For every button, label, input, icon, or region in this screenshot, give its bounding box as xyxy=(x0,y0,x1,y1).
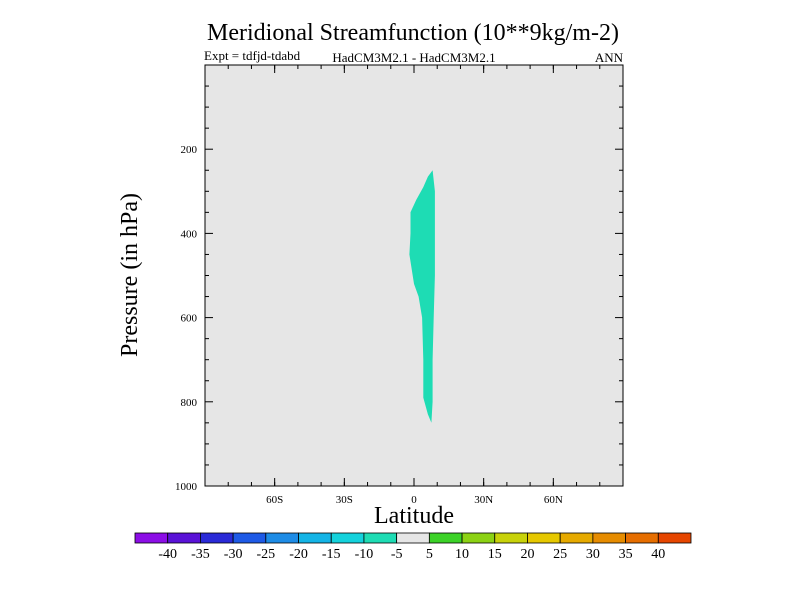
colorbar-label: -5 xyxy=(391,547,403,562)
colorbar-label: 15 xyxy=(488,547,502,562)
colorbar-swatch xyxy=(559,532,594,544)
colorbar-swatch xyxy=(330,532,365,544)
colorbar-swatch xyxy=(167,532,201,544)
x-tick-label: 0 xyxy=(411,494,417,506)
x-axis-label: Latitude xyxy=(374,503,454,529)
axis-ticks: 60S 30S 0 30N 60N 200 400 600 800 1000 xyxy=(175,65,623,506)
experiment-label: Expt = tdfjd-tdabd xyxy=(204,48,301,63)
colorbar-swatch xyxy=(298,532,332,544)
colorbar-swatch xyxy=(396,532,430,544)
colorbar-label: -25 xyxy=(256,547,275,562)
colorbar-label: -10 xyxy=(355,547,374,562)
colorbar-swatch xyxy=(527,532,561,544)
chart-title: Meridional Streamfunction (10**9kg/m-2) xyxy=(207,20,619,46)
x-tick-label: 30S xyxy=(336,494,353,506)
colorbar-label: -20 xyxy=(289,547,308,562)
colorbar-swatch xyxy=(363,532,398,544)
x-tick-label: 30N xyxy=(474,494,493,506)
x-tick-label: 60S xyxy=(266,494,283,506)
y-tick-label: 600 xyxy=(181,313,198,325)
colorbar-label: -35 xyxy=(191,547,210,562)
contour-region xyxy=(409,170,435,423)
y-tick-label: 1000 xyxy=(175,481,198,493)
colorbar-label: 40 xyxy=(651,547,665,562)
colorbar-label: -30 xyxy=(224,547,243,562)
colorbar-swatch xyxy=(232,532,267,544)
colorbar-swatch xyxy=(494,532,528,544)
y-tick-label: 400 xyxy=(181,228,198,240)
colorbar-label: -15 xyxy=(322,547,341,562)
colorbar-label: 35 xyxy=(619,547,633,562)
y-axis-label: Pressure (in hPa) xyxy=(117,193,143,357)
colorbar-swatch xyxy=(200,532,234,544)
x-tick-label: 60N xyxy=(544,494,563,506)
colorbar-label: 30 xyxy=(586,547,600,562)
season-label: ANN xyxy=(595,50,624,65)
y-tick-label: 200 xyxy=(181,144,198,156)
model-label: HadCM3M2.1 - HadCM3M2.1 xyxy=(332,50,495,65)
colorbar-label: 20 xyxy=(520,547,534,562)
colorbar-label: -40 xyxy=(158,547,177,562)
colorbar-label: 5 xyxy=(426,547,433,562)
colorbar-label: 10 xyxy=(455,547,469,562)
y-tick-label: 800 xyxy=(181,397,198,409)
colorbar-label: 25 xyxy=(553,547,567,562)
plot-frame xyxy=(204,64,624,487)
colorbar-swatch xyxy=(134,532,169,544)
colorbar-swatch xyxy=(657,532,692,544)
colorbar-swatch xyxy=(428,532,463,544)
colorbar: -40 -35 -30 -25 -20 -15 -10 -5 5 10 15 20 25 30 35 40 xyxy=(134,532,692,562)
colorbar-swatch xyxy=(625,532,659,544)
colorbar-swatch xyxy=(592,532,626,544)
colorbar-swatch xyxy=(461,532,496,544)
colorbar-swatch xyxy=(265,532,299,544)
